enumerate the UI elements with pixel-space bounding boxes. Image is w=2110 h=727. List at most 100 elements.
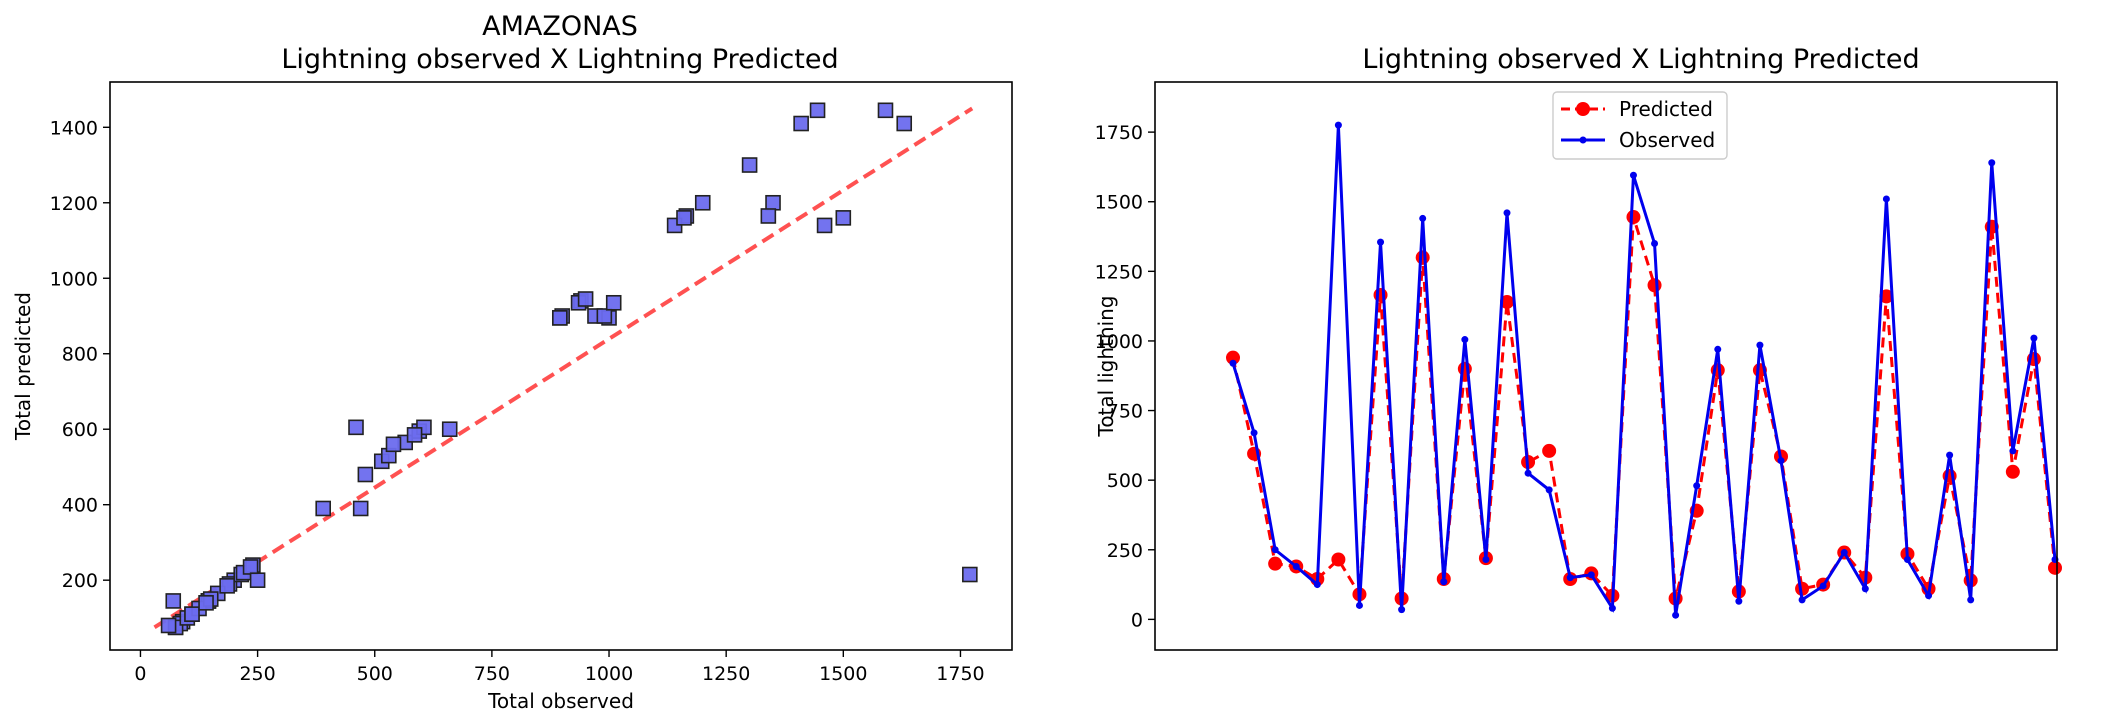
observed-point [2009,447,2017,455]
scatter-point [676,210,692,226]
predicted-point [1331,552,1346,567]
scatter-point [835,210,852,226]
observed-point [1461,336,1469,344]
y-tick-label: 400 [62,495,98,517]
observed-point [1777,457,1785,465]
observed-point [1566,574,1574,582]
scatter-point [219,578,235,594]
y-tick-label: 1200 [50,193,98,215]
observed-point [1946,451,1954,459]
scatter-point [552,310,568,326]
observed-point [1440,578,1448,586]
y-axis-label: Total predicted [11,292,35,441]
scatter-point [577,291,594,307]
observed-point [1672,611,1680,619]
observed-point [1313,581,1321,589]
x-tick-label: 1750 [936,663,984,685]
predicted-point [1457,361,1472,376]
observed-point [1271,546,1279,554]
observed-series-line [1231,125,2057,616]
y-tick-label: 1250 [1095,261,1143,283]
y-tick-label: 0 [1131,609,1143,631]
chart-subtitle: Lightning observed X Lightning Predicted [281,44,838,75]
observed-point [1355,601,1363,609]
observed-point [1714,345,1722,353]
observed-point [1651,239,1659,247]
observed-point [1229,359,1237,367]
x-tick-label: 1250 [702,663,750,685]
observed-point [1693,482,1701,490]
scatter-point [160,617,177,634]
scatter-point [694,194,711,211]
y-tick-label: 1750 [1095,122,1143,144]
observed-point [1903,556,1911,564]
observed-point [1334,121,1342,129]
x-axis-label: Total observed [487,689,634,713]
chart-title: Lightning observed X Lightning Predicted [1362,44,1919,75]
legend-observed-marker-icon [1579,136,1587,144]
line-chart: Lightning observed X Lightning Predicted… [1094,44,2062,651]
y-tick-label: 200 [62,570,98,592]
scatter-point [809,102,826,119]
observed-point [1587,571,1595,579]
legend: Predicted Observed [1552,91,1728,160]
observed-point [1292,562,1300,570]
x-tick-label: 250 [239,663,275,685]
scatter-point [184,606,200,622]
predicted-point [2005,464,2020,479]
observed-point [1545,486,1553,494]
scatter-point [385,436,402,453]
predicted-point [1226,350,1240,365]
scatter-point [741,157,758,173]
predicted-point [2048,560,2062,575]
legend-predicted-marker-icon [1576,102,1590,116]
plot-frame [1154,81,2058,651]
fit-line-segment [153,106,974,630]
scatter-point [357,466,374,483]
scatter-chart: AMAZONAS Lightning observed X Lightning … [11,11,1013,713]
scatter-point [406,427,423,443]
series-lines [1226,121,2062,619]
observed-point [1798,596,1806,604]
y-tick-label: 250 [1107,540,1143,562]
scatter-point [441,421,458,438]
x-tick-label: 1500 [819,663,867,685]
observed-point [1925,592,1933,600]
scatter-point [760,208,777,224]
scatter-point [348,419,364,436]
legend-predicted-label: Predicted [1619,97,1713,121]
y-tick-label: 750 [1107,401,1143,423]
y-tick-label: 1400 [50,117,98,139]
scatter-point [793,115,809,132]
fit-line [153,106,974,630]
scatter-point [896,115,913,132]
scatter-point [165,593,182,609]
chart-title: AMAZONAS [482,11,638,42]
observed-point [1882,195,1890,203]
scatter-point [352,500,369,517]
scatter-point [877,102,894,119]
observed-point [1861,585,1869,593]
predicted-point [1647,278,1662,293]
x-tick-label: 750 [474,663,510,685]
observed-point [1967,596,1975,604]
observed-point [1503,209,1511,217]
scatter-point [962,566,978,583]
predicted-point [1373,288,1388,302]
y-axis-label: Total lightning [1094,296,1118,438]
x-tick-label: 0 [134,663,146,685]
y-tick-label: 1500 [1095,192,1143,214]
observed-point [1819,582,1827,590]
axis-ticks: 0 250 500 750 1000 1250 1500 1750 200 400 600 800 10… [50,117,985,685]
predicted-series-line [1231,216,2057,600]
observed-point [1419,214,1427,222]
observed-point [2030,334,2038,342]
x-tick-label: 1000 [585,663,633,685]
observed-point [1756,341,1764,349]
observed-point [1524,469,1532,477]
scatter-point [242,559,259,575]
axis-ticks: 0 250 500 750 1000 1250 1500 1750 [1095,122,1155,631]
predicted-point [1542,443,1557,458]
observed-point [1398,606,1406,614]
